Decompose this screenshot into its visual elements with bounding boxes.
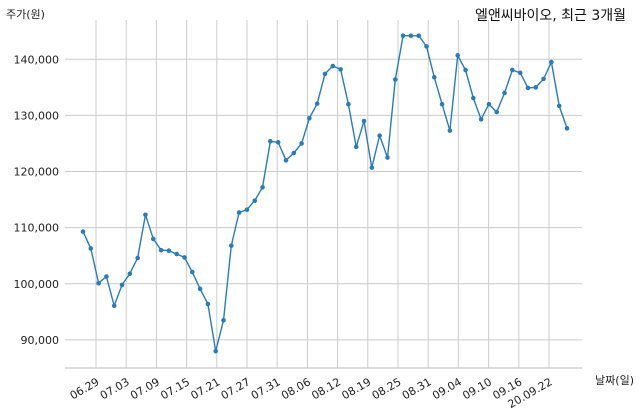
data-point	[268, 138, 273, 144]
data-point	[182, 255, 187, 260]
data-point	[314, 101, 320, 106]
x-tick-label: 07.09	[128, 375, 162, 402]
data-point	[338, 67, 343, 72]
data-point	[525, 85, 531, 91]
data-point	[213, 348, 219, 354]
data-point	[361, 118, 367, 124]
x-tick-label: 07.31	[249, 375, 283, 402]
data-point	[424, 44, 429, 49]
data-point	[494, 109, 500, 115]
data-point	[400, 33, 406, 39]
y-tick-label: 100,000	[14, 278, 60, 291]
data-point	[96, 280, 101, 286]
x-tick-label: 07.21	[189, 375, 223, 402]
data-point	[299, 141, 304, 146]
x-tick-label: 07.27	[219, 375, 253, 402]
data-point	[283, 158, 289, 163]
data-point	[431, 74, 437, 80]
data-point	[119, 282, 125, 288]
data-point	[517, 70, 523, 76]
data-point	[150, 236, 156, 242]
data-point	[166, 248, 172, 253]
y-tick-label: 140,000	[14, 53, 60, 66]
data-point	[135, 255, 140, 261]
data-point	[564, 126, 570, 131]
data-point	[439, 101, 445, 107]
data-point	[291, 150, 297, 156]
data-point	[205, 301, 211, 307]
x-tick-label: 09.04	[430, 375, 464, 402]
data-point	[463, 67, 468, 73]
x-tick-label: 08.25	[370, 375, 404, 402]
data-point	[447, 128, 453, 133]
data-point	[229, 243, 234, 248]
data-point	[369, 165, 375, 170]
data-point	[275, 140, 281, 145]
data-point	[127, 271, 133, 277]
x-tick-label: 08.31	[400, 375, 434, 402]
data-point	[307, 115, 312, 121]
data-point	[197, 286, 203, 292]
data-point	[408, 33, 414, 39]
x-tick-label: 08.19	[340, 375, 374, 402]
y-tick-label: 130,000	[14, 109, 60, 122]
data-point	[471, 95, 476, 101]
x-tick-label: 07.15	[158, 375, 192, 402]
chart-title: 엘앤씨바이오, 최근 3개월	[474, 8, 626, 24]
data-point	[88, 246, 94, 251]
data-point	[244, 207, 250, 213]
data-point	[385, 155, 390, 160]
data-point	[330, 63, 336, 69]
data-point	[510, 67, 515, 73]
data-point	[541, 76, 546, 82]
data-point	[346, 101, 351, 107]
y-tick-label: 110,000	[14, 222, 60, 235]
x-tick-label: 06.29	[68, 375, 102, 402]
x-tick-label: 08.12	[309, 375, 343, 402]
data-point	[549, 59, 554, 65]
data-point	[80, 229, 86, 234]
x-tick-label: 08.06	[279, 375, 313, 402]
data-point	[486, 101, 492, 107]
data-point	[416, 33, 421, 39]
data-point	[353, 144, 359, 150]
series-line	[82, 35, 568, 352]
data-point	[556, 103, 562, 109]
data-point	[158, 247, 164, 253]
data-point	[174, 251, 179, 257]
data-point	[111, 303, 117, 308]
y-axis-label: 주가(원)	[6, 8, 45, 21]
data-point	[236, 210, 242, 215]
x-tick-label: 07.03	[98, 375, 132, 402]
data-point	[502, 90, 507, 96]
data-point	[533, 85, 539, 90]
data-point	[455, 53, 461, 58]
x-axis-label: 날짜(일)	[595, 374, 634, 387]
data-point	[377, 133, 382, 138]
data-point	[104, 274, 109, 279]
x-tick-label: 09.10	[460, 375, 494, 402]
data-point	[478, 117, 484, 122]
y-tick-label: 90,000	[21, 334, 60, 347]
data-point	[322, 71, 328, 77]
data-point	[143, 212, 148, 218]
data-point	[392, 77, 398, 82]
data-point	[221, 317, 226, 323]
y-tick-label: 120,000	[14, 166, 60, 179]
data-point	[252, 198, 258, 204]
data-point	[189, 269, 195, 275]
data-point	[260, 184, 265, 190]
